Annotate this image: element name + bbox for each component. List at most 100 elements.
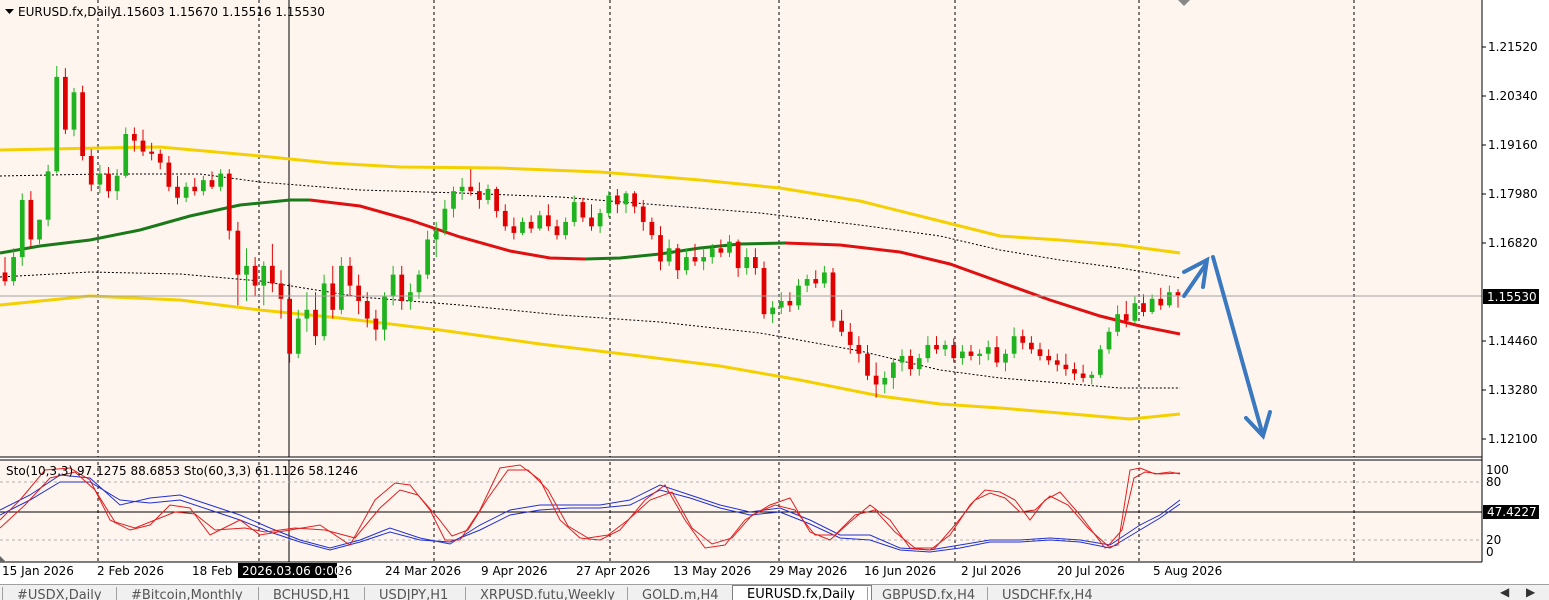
candle-body bbox=[882, 377, 888, 385]
candle bbox=[554, 219, 560, 240]
candle-body bbox=[761, 268, 767, 315]
candle-body bbox=[753, 257, 758, 269]
candle bbox=[623, 191, 629, 214]
tab-xrpusd-weekly[interactable]: XRPUSD.futu,Weekly bbox=[465, 587, 630, 600]
candle bbox=[908, 349, 913, 376]
current-price-badge bbox=[1483, 289, 1539, 304]
candle bbox=[804, 274, 810, 293]
candle bbox=[571, 195, 577, 227]
candle bbox=[157, 149, 163, 170]
candle-body bbox=[1098, 349, 1103, 375]
candle-body bbox=[942, 344, 948, 350]
candle-body bbox=[1003, 353, 1008, 363]
tab-gold-h4[interactable]: GOLD.m,H4 bbox=[627, 587, 736, 600]
candle-body bbox=[649, 221, 655, 236]
candle bbox=[899, 349, 905, 372]
candle-body bbox=[114, 175, 120, 192]
chart-window[interactable]: EURUSD.fx,Daily 1.15603 1.15670 1.15516 … bbox=[0, 0, 1549, 584]
tab-usdchf-h4[interactable]: USDCHF.fx,H4 bbox=[987, 587, 1112, 600]
candle bbox=[209, 171, 215, 189]
candle-body bbox=[1011, 336, 1017, 354]
tab-gbpusd-h4[interactable]: GBPUSD.fx,H4 bbox=[867, 587, 990, 600]
candle bbox=[632, 191, 637, 214]
candle-body bbox=[1106, 331, 1112, 350]
candle bbox=[244, 248, 249, 302]
candle bbox=[528, 215, 534, 233]
candle-body bbox=[1046, 355, 1051, 361]
candle-body bbox=[520, 221, 525, 233]
tab-usdx-daily[interactable]: #USDX,Daily bbox=[2, 587, 117, 600]
candle-body bbox=[209, 180, 215, 187]
down-arrow-line[interactable] bbox=[1211, 255, 1264, 434]
candle-body bbox=[1123, 314, 1129, 321]
up-arrow-line[interactable] bbox=[1182, 262, 1208, 298]
candle-body bbox=[149, 151, 154, 154]
candle bbox=[511, 217, 517, 240]
candle-body bbox=[865, 353, 870, 376]
candle bbox=[916, 353, 922, 376]
tab-usdjpy-h1[interactable]: USDJPY,H1 bbox=[364, 587, 467, 600]
stoch-level-label: 0 bbox=[1486, 545, 1494, 559]
candle bbox=[373, 309, 379, 341]
candle bbox=[692, 243, 698, 266]
candle-body bbox=[925, 344, 931, 359]
candle-body bbox=[684, 257, 689, 271]
dropdown-icon[interactable] bbox=[5, 9, 14, 14]
candle bbox=[226, 169, 232, 240]
candle bbox=[295, 309, 301, 359]
candle bbox=[339, 257, 344, 315]
candle bbox=[270, 243, 275, 293]
time-axis[interactable] bbox=[0, 562, 1482, 584]
tab-scroll-right-icon[interactable]: ▶ bbox=[1526, 585, 1536, 599]
price-ticks: 1.21520 1.20340 1.19160 1.17980 1.16820 … bbox=[1482, 40, 1538, 446]
candle-body bbox=[451, 191, 456, 209]
candle-body bbox=[270, 265, 275, 284]
stoch-legend: Sto(10,3,3) 97.1275 88.6853 Sto(60,3,3) … bbox=[6, 464, 358, 478]
tab-eurusd-daily[interactable]: EURUSD.fx,Daily bbox=[732, 585, 872, 600]
candle bbox=[753, 248, 758, 275]
candle bbox=[192, 177, 198, 196]
candle bbox=[28, 191, 34, 249]
tab-bchusd-h1[interactable]: BCHUSD,H1 bbox=[258, 587, 367, 600]
candle bbox=[1020, 329, 1026, 350]
candle-body bbox=[908, 355, 913, 370]
candle bbox=[563, 217, 568, 240]
candle bbox=[451, 186, 456, 218]
candle-body bbox=[226, 173, 232, 231]
candle bbox=[684, 248, 689, 275]
candle-body bbox=[580, 202, 586, 218]
candle bbox=[709, 243, 715, 264]
candle-body bbox=[1072, 369, 1077, 374]
forecast-arrows[interactable] bbox=[1182, 255, 1272, 440]
candle-body bbox=[563, 221, 568, 236]
candle bbox=[19, 193, 25, 266]
tab-scroll-left-icon[interactable]: ◀ bbox=[1500, 585, 1510, 599]
time-labels: 15 Jan 2026 2 Feb 2026 18 Feb 26 24 Mar … bbox=[2, 564, 1222, 578]
candle-body bbox=[433, 230, 439, 240]
candle bbox=[364, 292, 370, 328]
candle-body bbox=[873, 375, 879, 385]
chart-shift-marker-icon[interactable] bbox=[1178, 0, 1190, 6]
candle-body bbox=[968, 351, 974, 356]
candle-body bbox=[951, 344, 957, 359]
candle-body bbox=[960, 351, 965, 359]
candle-body bbox=[511, 226, 517, 233]
candle-body bbox=[106, 173, 111, 192]
candle-body bbox=[373, 318, 379, 330]
candle bbox=[925, 336, 931, 363]
candle-body bbox=[88, 155, 94, 185]
candle bbox=[1080, 364, 1086, 383]
candle bbox=[416, 270, 422, 299]
candle-body bbox=[934, 344, 939, 350]
up-arrow-head-icon bbox=[1182, 256, 1210, 289]
candle-body bbox=[494, 188, 499, 211]
candle-body bbox=[321, 283, 327, 337]
tab-bitcoin-monthly[interactable]: #Bitcoin,Monthly bbox=[116, 587, 259, 600]
candle bbox=[235, 221, 241, 306]
time-label: 24 Mar 2026 bbox=[385, 564, 461, 578]
stoch-marker-badge bbox=[1483, 505, 1539, 519]
candle-body bbox=[1141, 303, 1146, 312]
candle bbox=[347, 257, 353, 297]
candle bbox=[11, 248, 16, 286]
candle-body bbox=[166, 162, 172, 187]
